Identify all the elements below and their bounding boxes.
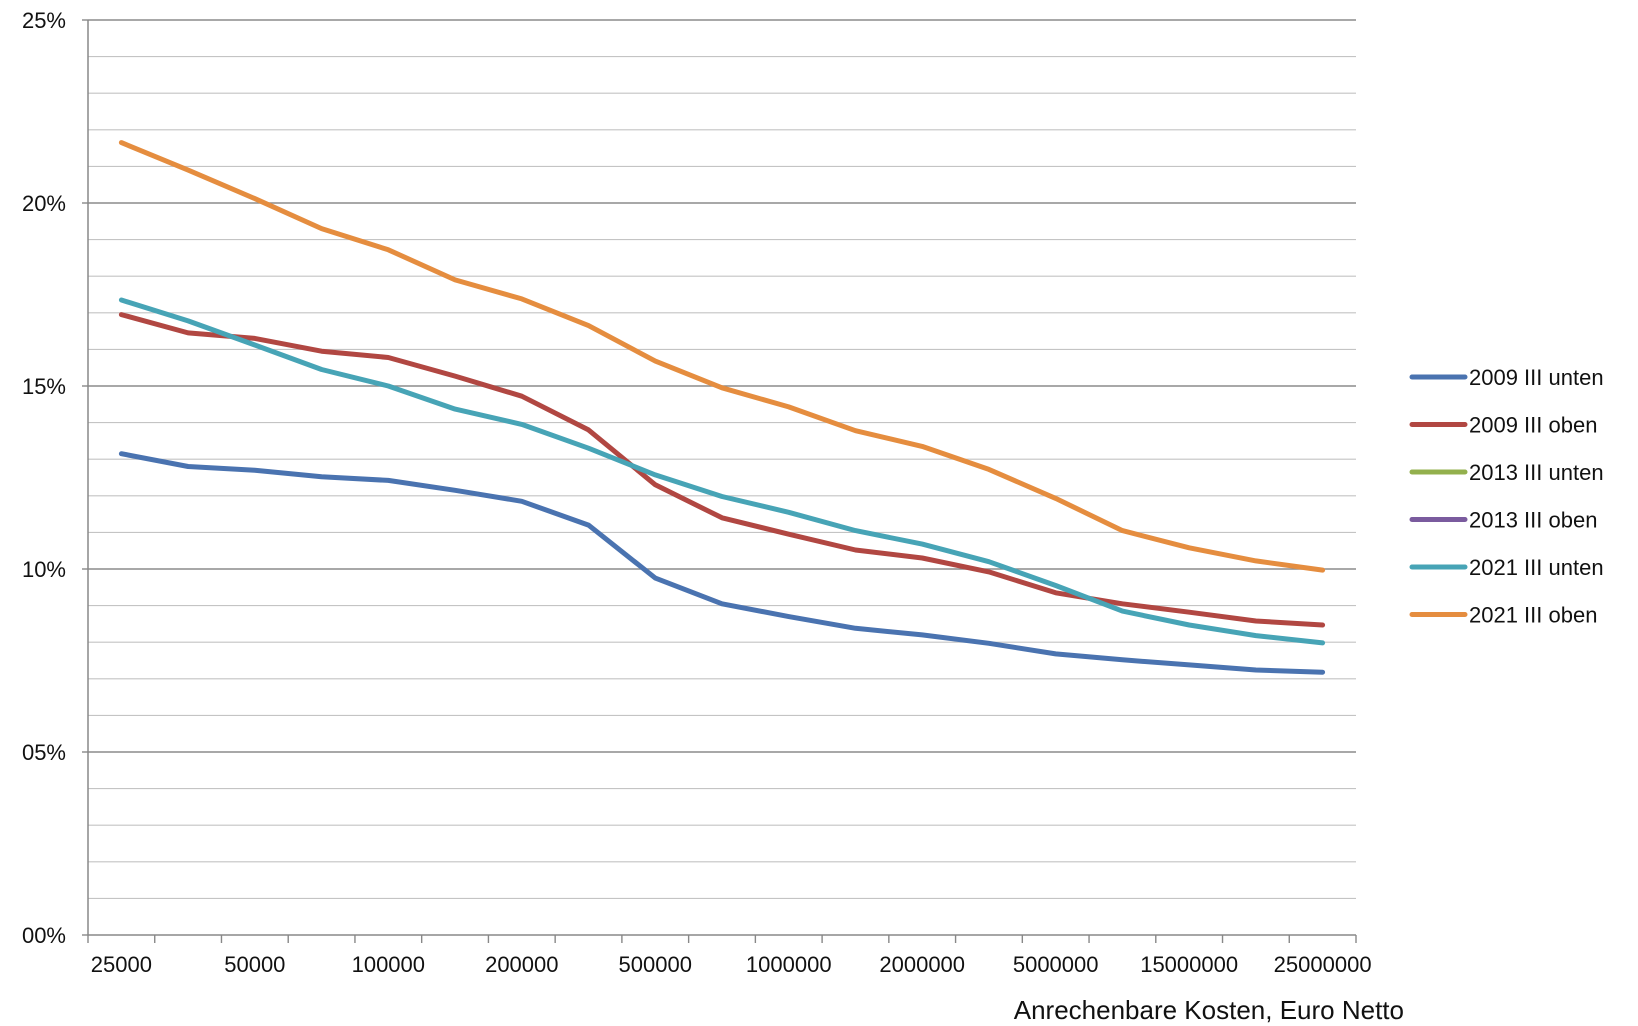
x-tick-label: 50000	[224, 952, 285, 977]
x-axis-label: Anrechenbare Kosten, Euro Netto	[1014, 995, 1404, 1025]
y-tick-label: 05%	[22, 740, 66, 765]
x-tick-label: 500000	[619, 952, 692, 977]
x-tick-label: 5000000	[1013, 952, 1099, 977]
y-tick-label: 00%	[22, 923, 66, 948]
x-tick-label: 2000000	[879, 952, 965, 977]
x-tick-label: 25000	[91, 952, 152, 977]
legend-label-2009-iii-unten: 2009 III unten	[1469, 365, 1604, 390]
series-line-2009-iii-unten	[118, 451, 1326, 675]
axes	[87, 20, 1356, 936]
x-tick-label: 15000000	[1140, 952, 1238, 977]
x-tick-label: 1000000	[746, 952, 832, 977]
y-tick-label: 20%	[22, 191, 66, 216]
legend: 2009 III unten 2009 III oben 2013 III unte…	[1409, 365, 1604, 628]
legend-label-2021-iii-oben: 2021 III oben	[1469, 603, 1597, 628]
legend-label-2013-iii-oben: 2013 III oben	[1469, 508, 1597, 533]
gridlines	[88, 19, 1356, 899]
y-tick-label: 25%	[22, 8, 66, 33]
y-tick-label: 10%	[22, 557, 66, 582]
legend-label-2013-iii-unten: 2013 III unten	[1469, 460, 1604, 485]
legend-label-2021-iii-unten: 2021 III unten	[1469, 555, 1604, 580]
x-tick-label: 200000	[485, 952, 558, 977]
x-tick-label: 100000	[352, 952, 425, 977]
y-tick-label: 15%	[22, 374, 66, 399]
series-line-2021-iii-unten	[118, 297, 1326, 646]
x-tick-labels: 25000 50000 100000 200000 500000 1000000 20000…	[87, 935, 1372, 977]
series-line-2021-iii-oben	[118, 140, 1326, 573]
legend-label-2009-iii-oben: 2009 III oben	[1469, 413, 1597, 438]
series-line-2009-iii-oben	[118, 312, 1326, 628]
x-tick-label: 25000000	[1274, 952, 1372, 977]
y-tick-labels: 00% 05% 10% 15% 20% 25%	[22, 8, 88, 948]
series-lines	[118, 140, 1326, 675]
